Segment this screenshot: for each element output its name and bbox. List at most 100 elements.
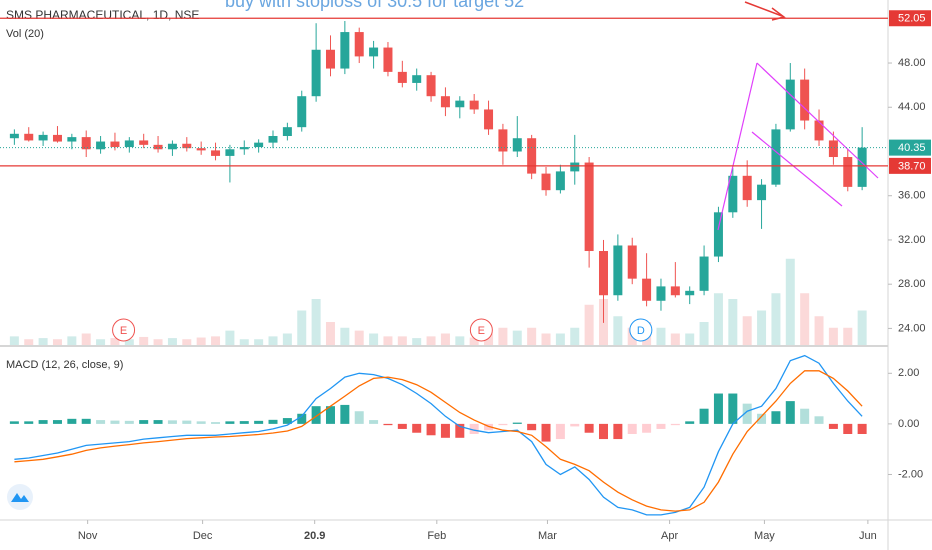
- volume-bar: [268, 336, 278, 345]
- volume-bar: [757, 310, 767, 345]
- candle-body: [757, 184, 767, 201]
- candle-body: [81, 137, 91, 150]
- candle-body: [527, 138, 537, 174]
- candle-body: [512, 138, 522, 152]
- macd-histogram-bar: [383, 423, 393, 426]
- volume-bar: [9, 336, 19, 345]
- macd-histogram-bar: [254, 420, 264, 424]
- macd-histogram-bar: [139, 420, 149, 424]
- macd-histogram-bar: [699, 408, 709, 424]
- macd-y-tick-label: 2.00: [898, 367, 919, 379]
- x-tick-label: Apr: [661, 530, 678, 542]
- macd-y-tick-label: 0.00: [898, 418, 919, 430]
- last-price-label: 40.35: [898, 142, 926, 154]
- trend-line: [717, 62, 758, 231]
- macd-histogram-bar: [843, 423, 853, 434]
- volume-bar: [282, 333, 292, 345]
- candle-body: [570, 162, 580, 172]
- macd-histogram-bar: [167, 420, 177, 424]
- volume-bar: [340, 327, 350, 345]
- candle-body: [254, 142, 264, 148]
- macd-histogram-bar: [9, 421, 19, 424]
- volume-bar: [512, 330, 522, 345]
- macd-histogram-bar: [24, 421, 34, 424]
- volume-bar: [124, 339, 134, 345]
- volume-bar: [800, 293, 810, 345]
- candle-body: [297, 96, 307, 128]
- volume-legend: Vol (20): [6, 28, 44, 40]
- logo-icon: [11, 493, 29, 502]
- candle-body: [124, 140, 134, 148]
- macd-histogram-bar: [297, 413, 307, 424]
- volume-bar: [412, 338, 422, 345]
- macd-histogram-bar: [196, 421, 206, 424]
- candle-body: [239, 147, 249, 150]
- macd-histogram-bar: [354, 411, 364, 424]
- macd-histogram-bar: [656, 423, 666, 429]
- x-tick-label: 20.9: [304, 530, 325, 542]
- macd-y-tick-label: -2.00: [898, 468, 923, 480]
- volume-bar: [383, 336, 393, 345]
- macd-histogram-bar: [369, 420, 379, 424]
- x-tick-label: Nov: [78, 530, 98, 542]
- volume-bar: [455, 336, 465, 345]
- macd-layer: [9, 354, 867, 516]
- candle-body: [656, 286, 666, 301]
- volume-bar: [311, 299, 321, 345]
- candle-body: [196, 148, 206, 151]
- macd-histogram-bar: [771, 411, 781, 424]
- candle-body: [182, 143, 192, 149]
- annotation: buy with stoploss of 30.5 for target 52: [225, 0, 524, 11]
- candle-body: [484, 109, 494, 130]
- candle-body: [713, 212, 723, 257]
- x-tick-label: Jun: [859, 530, 877, 542]
- event-label: D: [637, 325, 645, 337]
- macd-histogram-bar: [828, 423, 838, 429]
- candle-body: [828, 140, 838, 158]
- volume-bar: [239, 339, 249, 345]
- volume-bar: [182, 339, 192, 345]
- candle-body: [598, 251, 608, 296]
- macd-histogram-bar: [110, 420, 120, 424]
- volume-bar: [225, 330, 235, 345]
- x-tick-label: Dec: [193, 530, 213, 542]
- candle-body: [412, 75, 422, 83]
- volume-bar: [484, 333, 494, 345]
- volume-bar: [814, 316, 824, 345]
- macd-histogram-bar: [412, 423, 422, 433]
- macd-histogram-bar: [211, 422, 221, 424]
- volume-bar: [325, 322, 335, 345]
- candle-body: [814, 120, 824, 141]
- macd-histogram-bar: [325, 406, 335, 424]
- macd-histogram-bar: [440, 423, 450, 438]
- x-tick-label: Mar: [538, 530, 557, 542]
- y-tick-label: 36.00: [898, 190, 926, 202]
- candle-body: [311, 49, 321, 97]
- volume-bar: [685, 333, 695, 345]
- volume-bar: [785, 258, 795, 345]
- volume-bar: [211, 336, 221, 345]
- candle-body: [685, 290, 695, 296]
- macd-histogram-bar: [52, 420, 62, 424]
- volume-bar: [728, 299, 738, 345]
- arrow-shaft: [744, 1, 783, 17]
- candle-body: [584, 162, 594, 252]
- candle-body: [167, 143, 177, 150]
- volume-bar: [527, 327, 537, 345]
- candle-body: [153, 144, 163, 150]
- candle-body: [843, 157, 853, 187]
- candle-body: [268, 136, 278, 143]
- candle-body: [498, 129, 508, 152]
- volume-bar: [613, 316, 623, 345]
- macd-histogram-bar: [584, 423, 594, 433]
- candle-body: [742, 175, 752, 201]
- price-label: 52.05: [898, 13, 926, 25]
- volume-bar: [67, 336, 77, 345]
- volume-bar: [196, 337, 206, 345]
- candle-body: [440, 96, 450, 108]
- macd-legend: MACD (12, 26, close, 9): [6, 359, 123, 371]
- macd-histogram-bar: [512, 422, 522, 424]
- macd-histogram-bar: [685, 421, 695, 424]
- macd-histogram-bar: [814, 416, 824, 424]
- candle-body: [785, 79, 795, 130]
